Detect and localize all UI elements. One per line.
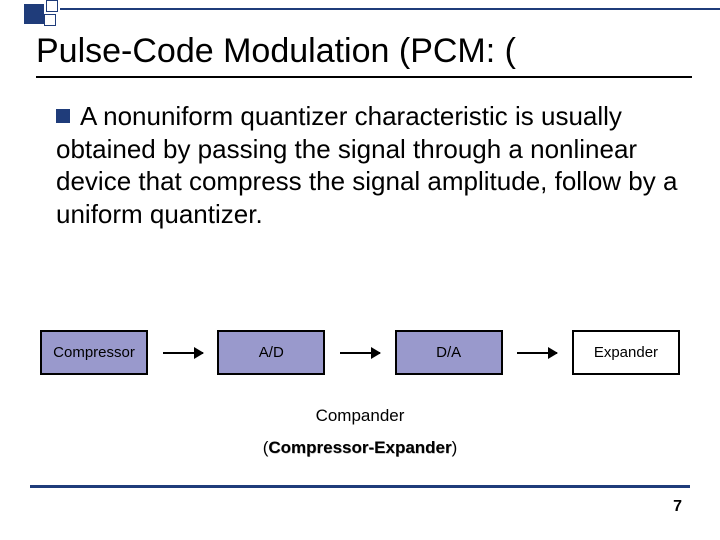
- footer-rule: [30, 485, 690, 488]
- paren-close: ): [452, 438, 458, 457]
- bullet-icon: [56, 109, 70, 123]
- header-decoration: [0, 0, 720, 28]
- flow-box-ad: A/D: [217, 330, 325, 375]
- deco-square-filled: [24, 4, 44, 24]
- flow-box-da: D/A: [395, 330, 503, 375]
- flow-diagram: Compressor A/D D/A Expander: [40, 330, 680, 375]
- deco-square-outline: [46, 0, 58, 12]
- arrow-icon: [517, 352, 557, 354]
- deco-top-line: [60, 8, 720, 10]
- title-underline: [36, 76, 692, 78]
- arrow-icon: [163, 352, 203, 354]
- compexp-text: Compressor-Expander: [268, 438, 451, 457]
- compander-label: Compander: [0, 406, 720, 426]
- body-text: A nonuniform quantizer characteristic is…: [56, 101, 677, 229]
- body-paragraph: A nonuniform quantizer characteristic is…: [56, 100, 680, 230]
- flow-box-expander: Expander: [572, 330, 680, 375]
- page-number: 7: [673, 498, 682, 516]
- arrow-icon: [340, 352, 380, 354]
- flow-box-compressor: Compressor: [40, 330, 148, 375]
- slide-title: Pulse-Code Modulation (PCM: (: [36, 32, 516, 71]
- compressor-expander-label: (Compressor-Expander): [0, 438, 720, 458]
- deco-square-outline: [44, 14, 56, 26]
